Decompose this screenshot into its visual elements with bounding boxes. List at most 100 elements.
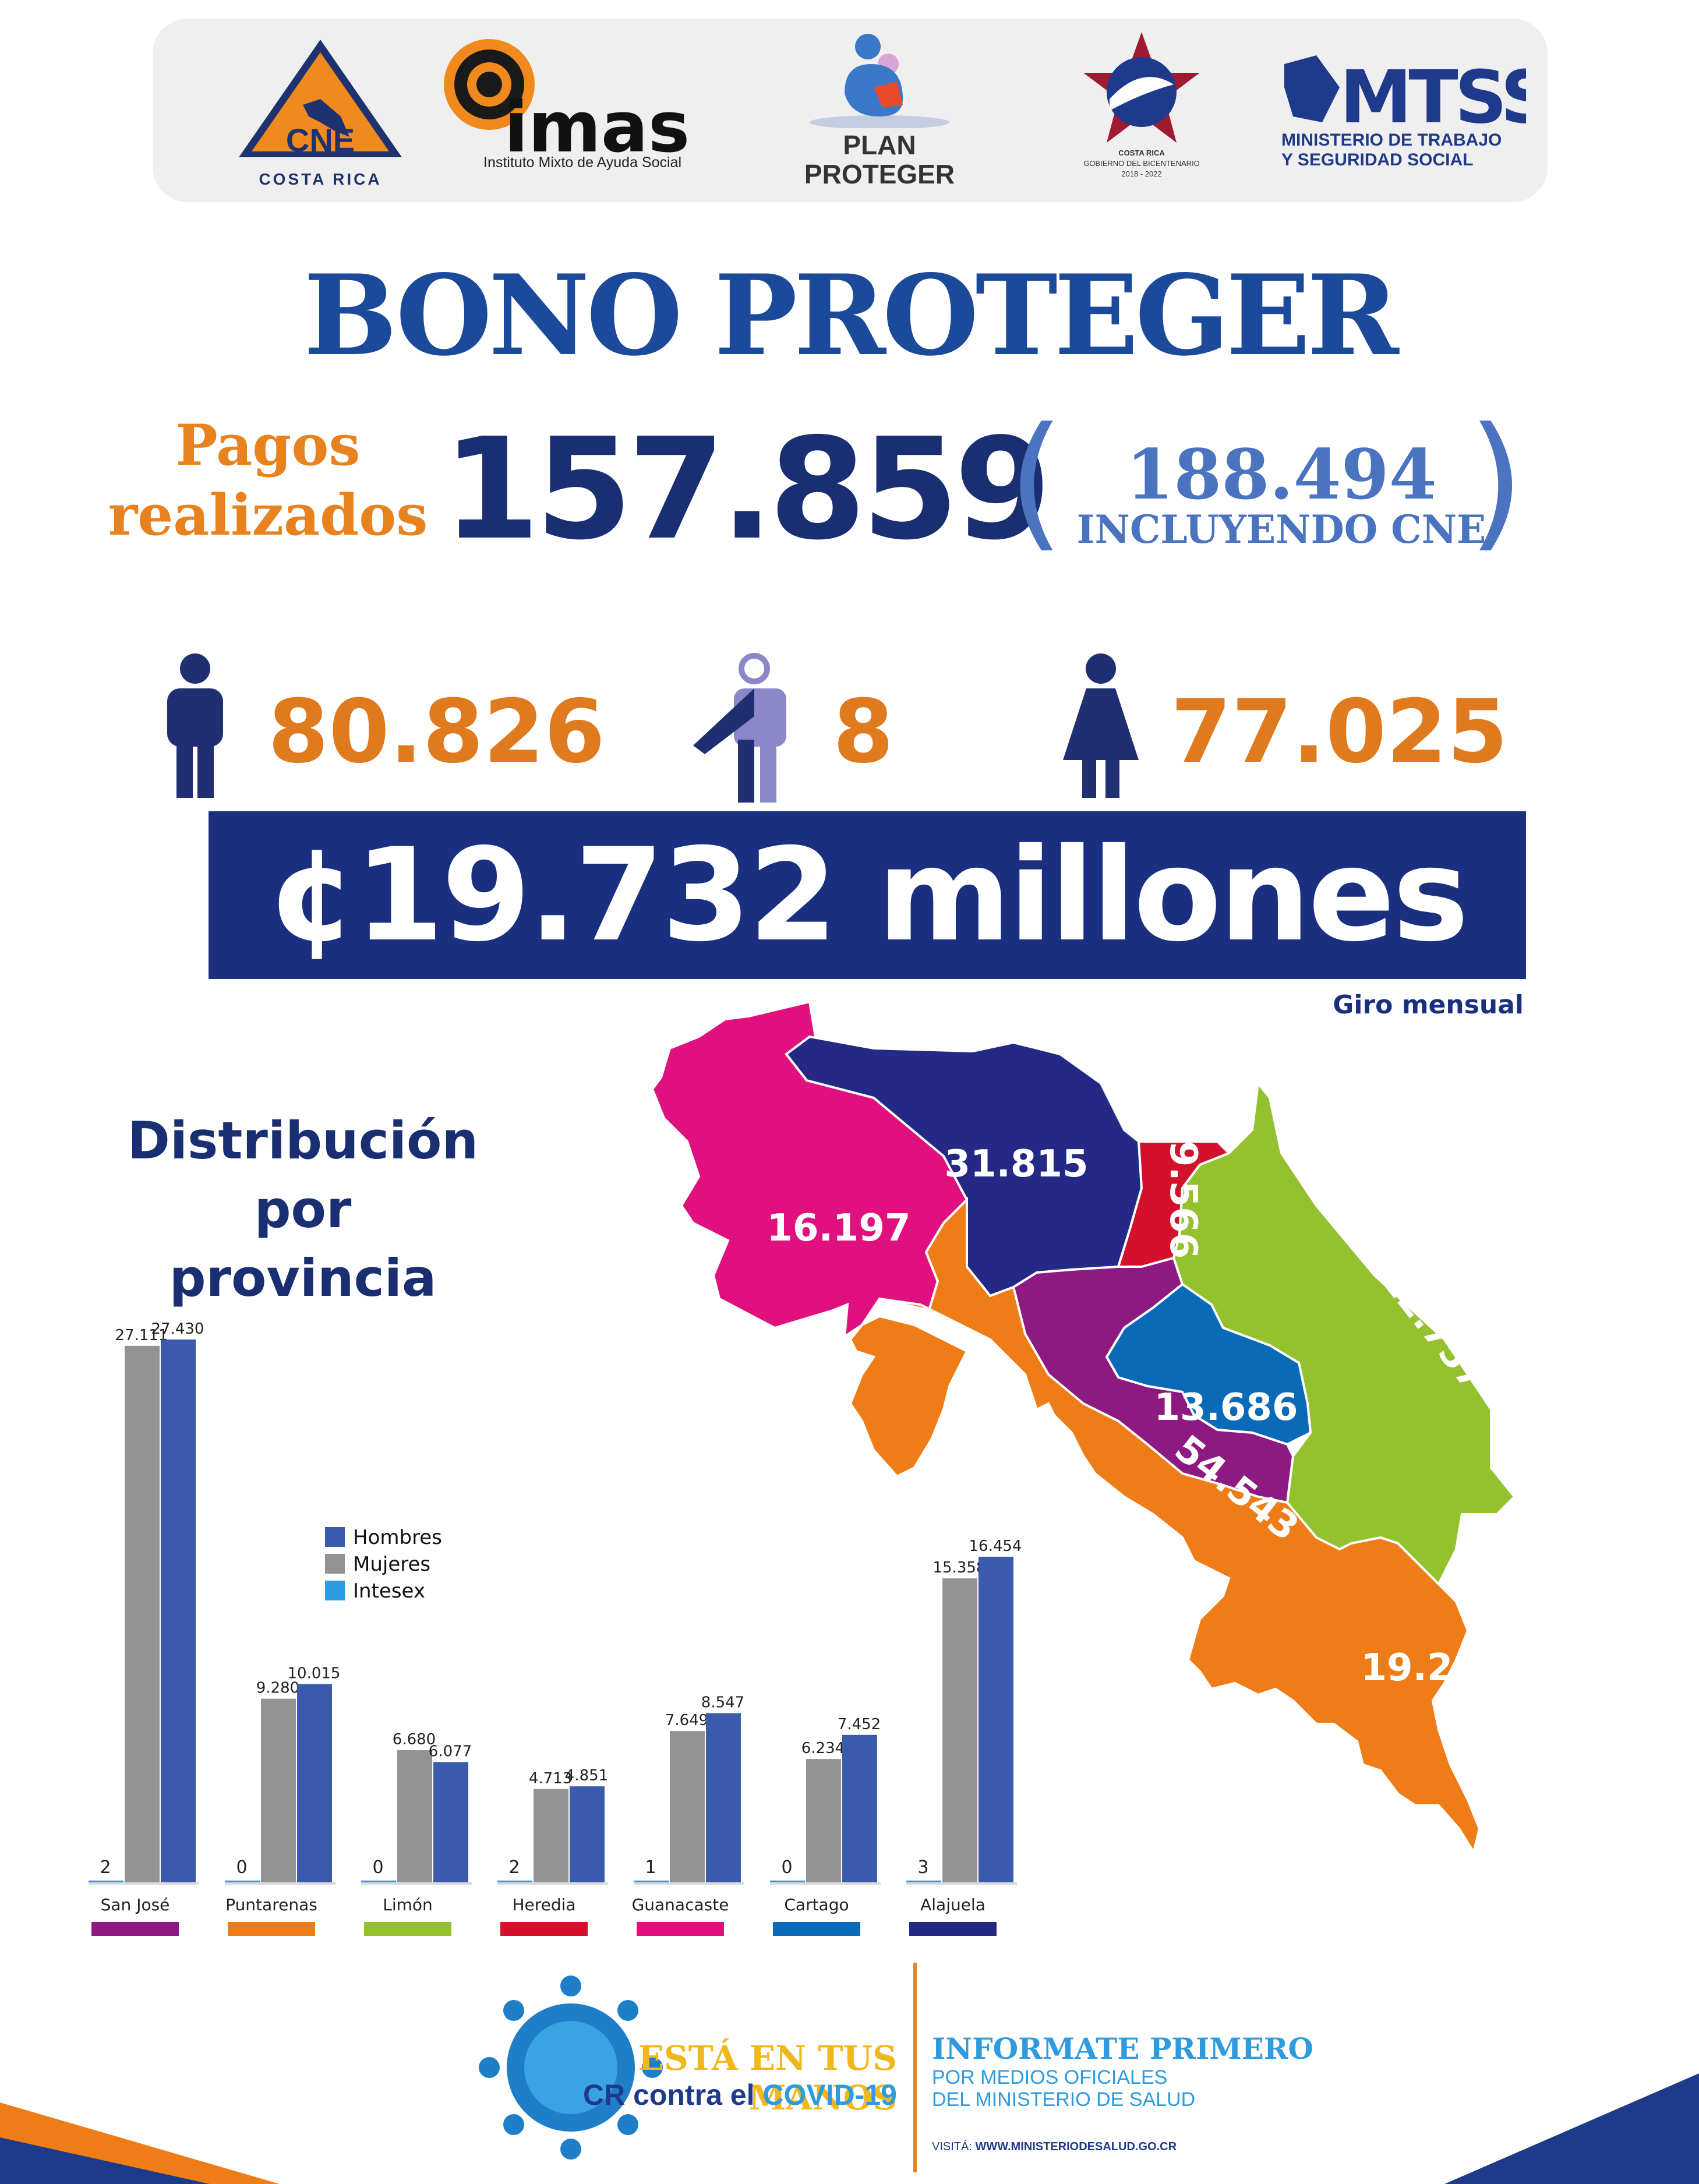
info-line1: POR MEDIOS OFICIALES xyxy=(932,2066,1168,2088)
imas-caption: Instituto Mixto de Ayuda Social xyxy=(483,154,682,171)
legend-label-mujeres: Mujeres xyxy=(353,1553,430,1576)
bar-intesex-4 xyxy=(634,1881,669,1882)
bar-intesex-2 xyxy=(361,1881,396,1882)
incl-cne-total: 188.494 xyxy=(1126,434,1437,515)
map-label-cartago: 13.686 xyxy=(1154,1386,1298,1429)
pagos-total: 157.859 xyxy=(443,408,1051,571)
bar-intesex-1 xyxy=(225,1881,260,1882)
bar-label-intesex-6: 3 xyxy=(917,1857,928,1878)
bar-hombres-2 xyxy=(433,1762,468,1882)
paren-open: ( xyxy=(1008,396,1065,566)
visit-url[interactable]: WWW.MINISTERIODESALUD.GO.CR xyxy=(975,2140,1177,2153)
chart-legend: Hombres Mujeres Intesex xyxy=(325,1526,442,1603)
bar-hombres-5 xyxy=(842,1734,877,1882)
province-swatch-6 xyxy=(909,1922,997,1936)
map-label-alajuela: 31.815 xyxy=(945,1143,1089,1186)
amount-note: Giro mensual xyxy=(1333,990,1524,1020)
bar-label-mujeres-5: 6.234 xyxy=(801,1740,845,1757)
province-swatch-0 xyxy=(91,1922,179,1936)
bar-intesex-5 xyxy=(770,1881,805,1882)
baseline-4 xyxy=(634,1882,744,1885)
woman-icon xyxy=(1063,653,1139,798)
bar-label-intesex-2: 0 xyxy=(372,1857,383,1878)
bar-label-mujeres-4: 7.649 xyxy=(665,1712,708,1729)
bar-label-intesex-1: 0 xyxy=(236,1857,247,1878)
bar-mujeres-1 xyxy=(261,1698,296,1882)
intersex-icon xyxy=(693,653,786,803)
pagos-label-line1: Pagos xyxy=(175,412,361,478)
men-count: 80.826 xyxy=(268,681,605,783)
paren-close: ) xyxy=(1468,396,1525,566)
bar-label-hombres-3: 4.851 xyxy=(565,1767,608,1784)
province-swatch-4 xyxy=(637,1922,724,1936)
category-label-1: Puntarenas xyxy=(225,1895,317,1914)
bar-hombres-4 xyxy=(706,1713,741,1882)
campaign-line1: ESTÁ EN TUS MANOS xyxy=(638,2038,897,2118)
imas-logo: imas Instituto Mixto de Ayuda Social xyxy=(443,35,687,181)
bar-label-hombres-4: 8.547 xyxy=(701,1694,744,1712)
cr-line2: GOBIERNO DEL BICENTENARIO xyxy=(1083,159,1200,168)
amount-text: ¢19.732 millones xyxy=(267,821,1469,970)
map-label-puntarenas: 19.295 xyxy=(1361,1646,1505,1690)
amount-box xyxy=(209,811,1526,979)
cne-logo: CNE COSTA RICA xyxy=(233,35,408,192)
bar-label-intesex-3: 2 xyxy=(508,1857,520,1878)
mtss-line1: MINISTERIO DE TRABAJO xyxy=(1281,130,1502,150)
baseline-1 xyxy=(225,1882,335,1885)
bar-label-hombres-2: 6.077 xyxy=(429,1743,472,1761)
virus-icon xyxy=(479,1976,663,2160)
bar-intesex-6 xyxy=(906,1881,941,1882)
footer-corners xyxy=(0,2073,1699,2184)
footer-divider xyxy=(913,1963,917,2172)
pagos-label-line2: realizados xyxy=(108,482,428,548)
plan-line2: PROTEGER xyxy=(804,159,955,189)
map-puntarenas-peninsula xyxy=(849,1314,969,1478)
legend-label-hombres: Hombres xyxy=(353,1526,442,1549)
campaign-line2a: CR contra el xyxy=(582,2079,763,2111)
campaign-line2b: COVID-19 xyxy=(762,2079,897,2111)
legend-label-intesex: Intesex xyxy=(353,1579,425,1603)
baseline-3 xyxy=(497,1882,608,1885)
bar-mujeres-4 xyxy=(670,1731,705,1882)
map-label-guanacaste: 16.197 xyxy=(767,1207,911,1250)
pagos-label: Pagos realizados xyxy=(105,411,431,550)
province-swatch-2 xyxy=(364,1922,451,1936)
costa-rica-logo: COSTA RICA GOBIERNO DEL BICENTENARIO 201… xyxy=(1078,29,1206,192)
intersex-count: 8 xyxy=(833,681,894,783)
legend-swatch-mujeres xyxy=(325,1554,345,1574)
plan-proteger-logo: PLAN PROTEGER xyxy=(786,29,973,189)
imas-logo-text: imas xyxy=(504,87,687,157)
province-swatch-3 xyxy=(500,1922,588,1936)
province-map: 16.197 31.815 9.566 12.757 13.686 54.543… xyxy=(651,1002,1516,1856)
bar-label-intesex-0: 2 xyxy=(100,1857,111,1878)
incl-cne-text: INCLUYENDO CNE xyxy=(1076,507,1486,552)
bar-label-hombres-6: 16.454 xyxy=(969,1538,1022,1555)
baseline-6 xyxy=(906,1882,1017,1885)
category-label-2: Limón xyxy=(383,1895,433,1914)
bar-hombres-0 xyxy=(161,1340,196,1882)
bar-label-hombres-0: 27.430 xyxy=(151,1320,204,1338)
bar-label-mujeres-2: 6.680 xyxy=(393,1731,436,1748)
bar-mujeres-6 xyxy=(942,1578,977,1882)
baseline-5 xyxy=(770,1882,881,1885)
bar-intesex-0 xyxy=(89,1881,123,1882)
bar-label-mujeres-6: 15.358 xyxy=(933,1559,986,1577)
map-puntarenas xyxy=(879,1197,1481,1856)
plan-line1: PLAN xyxy=(843,130,916,160)
bar-mujeres-5 xyxy=(806,1759,841,1882)
bar-mujeres-3 xyxy=(534,1789,568,1882)
info-title: INFORMATE PRIMERO xyxy=(932,2031,1313,2066)
visit-label: VISITÁ: xyxy=(932,2140,976,2153)
page-title: BONO PROTEGER xyxy=(303,250,1398,380)
bar-label-intesex-4: 1 xyxy=(645,1857,656,1878)
bar-hombres-1 xyxy=(297,1684,332,1882)
category-label-3: Heredia xyxy=(512,1895,575,1914)
bar-hombres-6 xyxy=(979,1556,1013,1882)
category-label-6: Alajuela xyxy=(920,1895,986,1914)
cr-line3: 2018 - 2022 xyxy=(1121,169,1162,178)
mtss-logo-text: MTSS xyxy=(1340,55,1526,128)
cr-line1: COSTA RICA xyxy=(1118,149,1165,157)
bar-intesex-3 xyxy=(497,1881,532,1882)
